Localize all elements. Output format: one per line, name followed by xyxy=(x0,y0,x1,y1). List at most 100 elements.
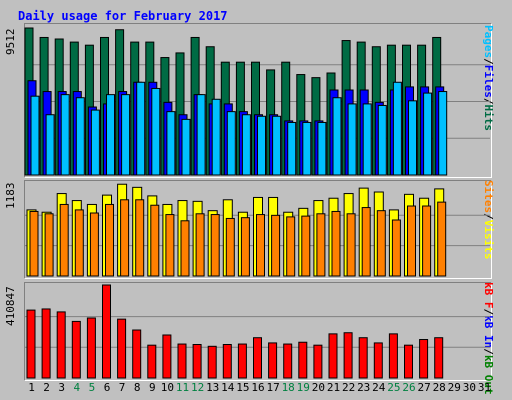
kbf-bar xyxy=(192,343,202,379)
pages-bar xyxy=(287,121,297,176)
day-label: 2 xyxy=(43,381,50,394)
day-label: 16 xyxy=(251,381,265,394)
kbf-bar xyxy=(132,329,142,379)
kbf-bar xyxy=(56,311,66,379)
sites-bar xyxy=(331,210,341,277)
day-label: 14 xyxy=(221,381,235,394)
kbf-bar xyxy=(237,343,247,379)
pages-bar xyxy=(317,121,327,176)
day-label: 19 xyxy=(296,381,310,394)
sites-bar xyxy=(105,203,114,277)
pages-bar xyxy=(408,100,417,176)
pages-bar xyxy=(241,114,251,176)
pages-bar xyxy=(332,97,342,176)
pages-bar xyxy=(302,121,312,176)
pages-bar xyxy=(30,95,40,176)
kbf-bar xyxy=(268,342,278,379)
pages-bar xyxy=(45,114,55,176)
sites-bar xyxy=(286,216,296,277)
sites-bar xyxy=(29,210,39,277)
sites-bar xyxy=(240,217,250,277)
sites-bar xyxy=(391,219,401,277)
kbf-bar xyxy=(328,333,338,379)
pages-bar xyxy=(392,81,402,176)
kbf-bar xyxy=(313,344,323,379)
day-label: 5 xyxy=(88,381,96,394)
pages-bar xyxy=(60,94,70,176)
sites-bar xyxy=(422,205,432,277)
sites-bar xyxy=(74,209,84,277)
day-label: 1 xyxy=(28,381,35,394)
kbf-bar xyxy=(222,343,232,379)
day-label: 7 xyxy=(118,381,126,394)
chart-title: Daily usage for February 2017 xyxy=(18,9,228,23)
day-label: 28 xyxy=(432,381,446,394)
kbf-bar xyxy=(86,317,96,379)
sites-bar xyxy=(361,207,371,277)
pages-bar xyxy=(166,111,176,176)
pages-bar xyxy=(438,91,448,176)
sites-bar xyxy=(301,215,311,277)
pages-bar xyxy=(272,115,282,176)
day-label: 29 xyxy=(447,381,461,394)
kbf-bar xyxy=(343,332,353,379)
kbf-bar xyxy=(177,343,187,379)
pages-bar xyxy=(226,111,236,176)
sites-bar xyxy=(437,201,447,277)
sites-bar xyxy=(346,213,356,277)
sites-bar xyxy=(195,213,205,277)
pages-bar xyxy=(423,92,433,176)
kbf-bar xyxy=(41,308,51,379)
sites-bar xyxy=(407,205,416,277)
day-label: 6 xyxy=(103,381,111,394)
sites-bar xyxy=(59,203,69,277)
day-label: 4 xyxy=(73,381,81,394)
day-label: 20 xyxy=(311,381,326,394)
sites-bar xyxy=(256,214,265,277)
sites-bar xyxy=(271,214,281,277)
kbf-bar xyxy=(404,344,413,379)
kbf-bar xyxy=(253,337,262,379)
pages-bar xyxy=(257,115,266,176)
kbf-bar xyxy=(162,334,172,379)
kbf-bar xyxy=(388,333,398,379)
day-label: 13 xyxy=(206,381,220,394)
pages-bar xyxy=(347,103,357,176)
pages-bar xyxy=(121,94,131,176)
sites-bar xyxy=(316,213,326,277)
pages-bar xyxy=(211,98,221,176)
sites-bar xyxy=(135,199,145,277)
kbf-bar xyxy=(207,345,217,379)
sites-bar xyxy=(376,210,386,277)
day-label: 9 xyxy=(148,381,156,394)
day-label: 18 xyxy=(281,381,295,394)
kbf-bar xyxy=(117,318,127,379)
sites-bar xyxy=(120,199,130,277)
pages-bar xyxy=(362,103,372,176)
day-label: 10 xyxy=(160,381,175,394)
kbf-bar xyxy=(71,320,81,379)
kbf-bar xyxy=(26,309,36,379)
day-label: 23 xyxy=(357,381,371,394)
pages-bar xyxy=(136,81,146,176)
day-label: 31 xyxy=(477,381,492,394)
day-label: 3 xyxy=(58,381,65,394)
sites-bar xyxy=(44,213,54,277)
pages-bar xyxy=(106,94,115,176)
pages-bar xyxy=(90,109,100,176)
day-label: 8 xyxy=(133,381,141,394)
kbf-bar xyxy=(373,342,383,379)
pages-bar xyxy=(181,118,191,176)
sites-bar xyxy=(180,220,190,277)
kbf-bar xyxy=(434,337,444,379)
kbf-bar xyxy=(102,284,111,379)
day-label: 11 xyxy=(175,381,190,394)
day-label: 22 xyxy=(341,381,356,394)
day-label: 15 xyxy=(236,381,250,394)
kbf-bar xyxy=(358,337,368,379)
kbf-bar xyxy=(419,339,429,379)
day-label: 12 xyxy=(190,381,205,394)
day-label: 26 xyxy=(402,381,416,394)
